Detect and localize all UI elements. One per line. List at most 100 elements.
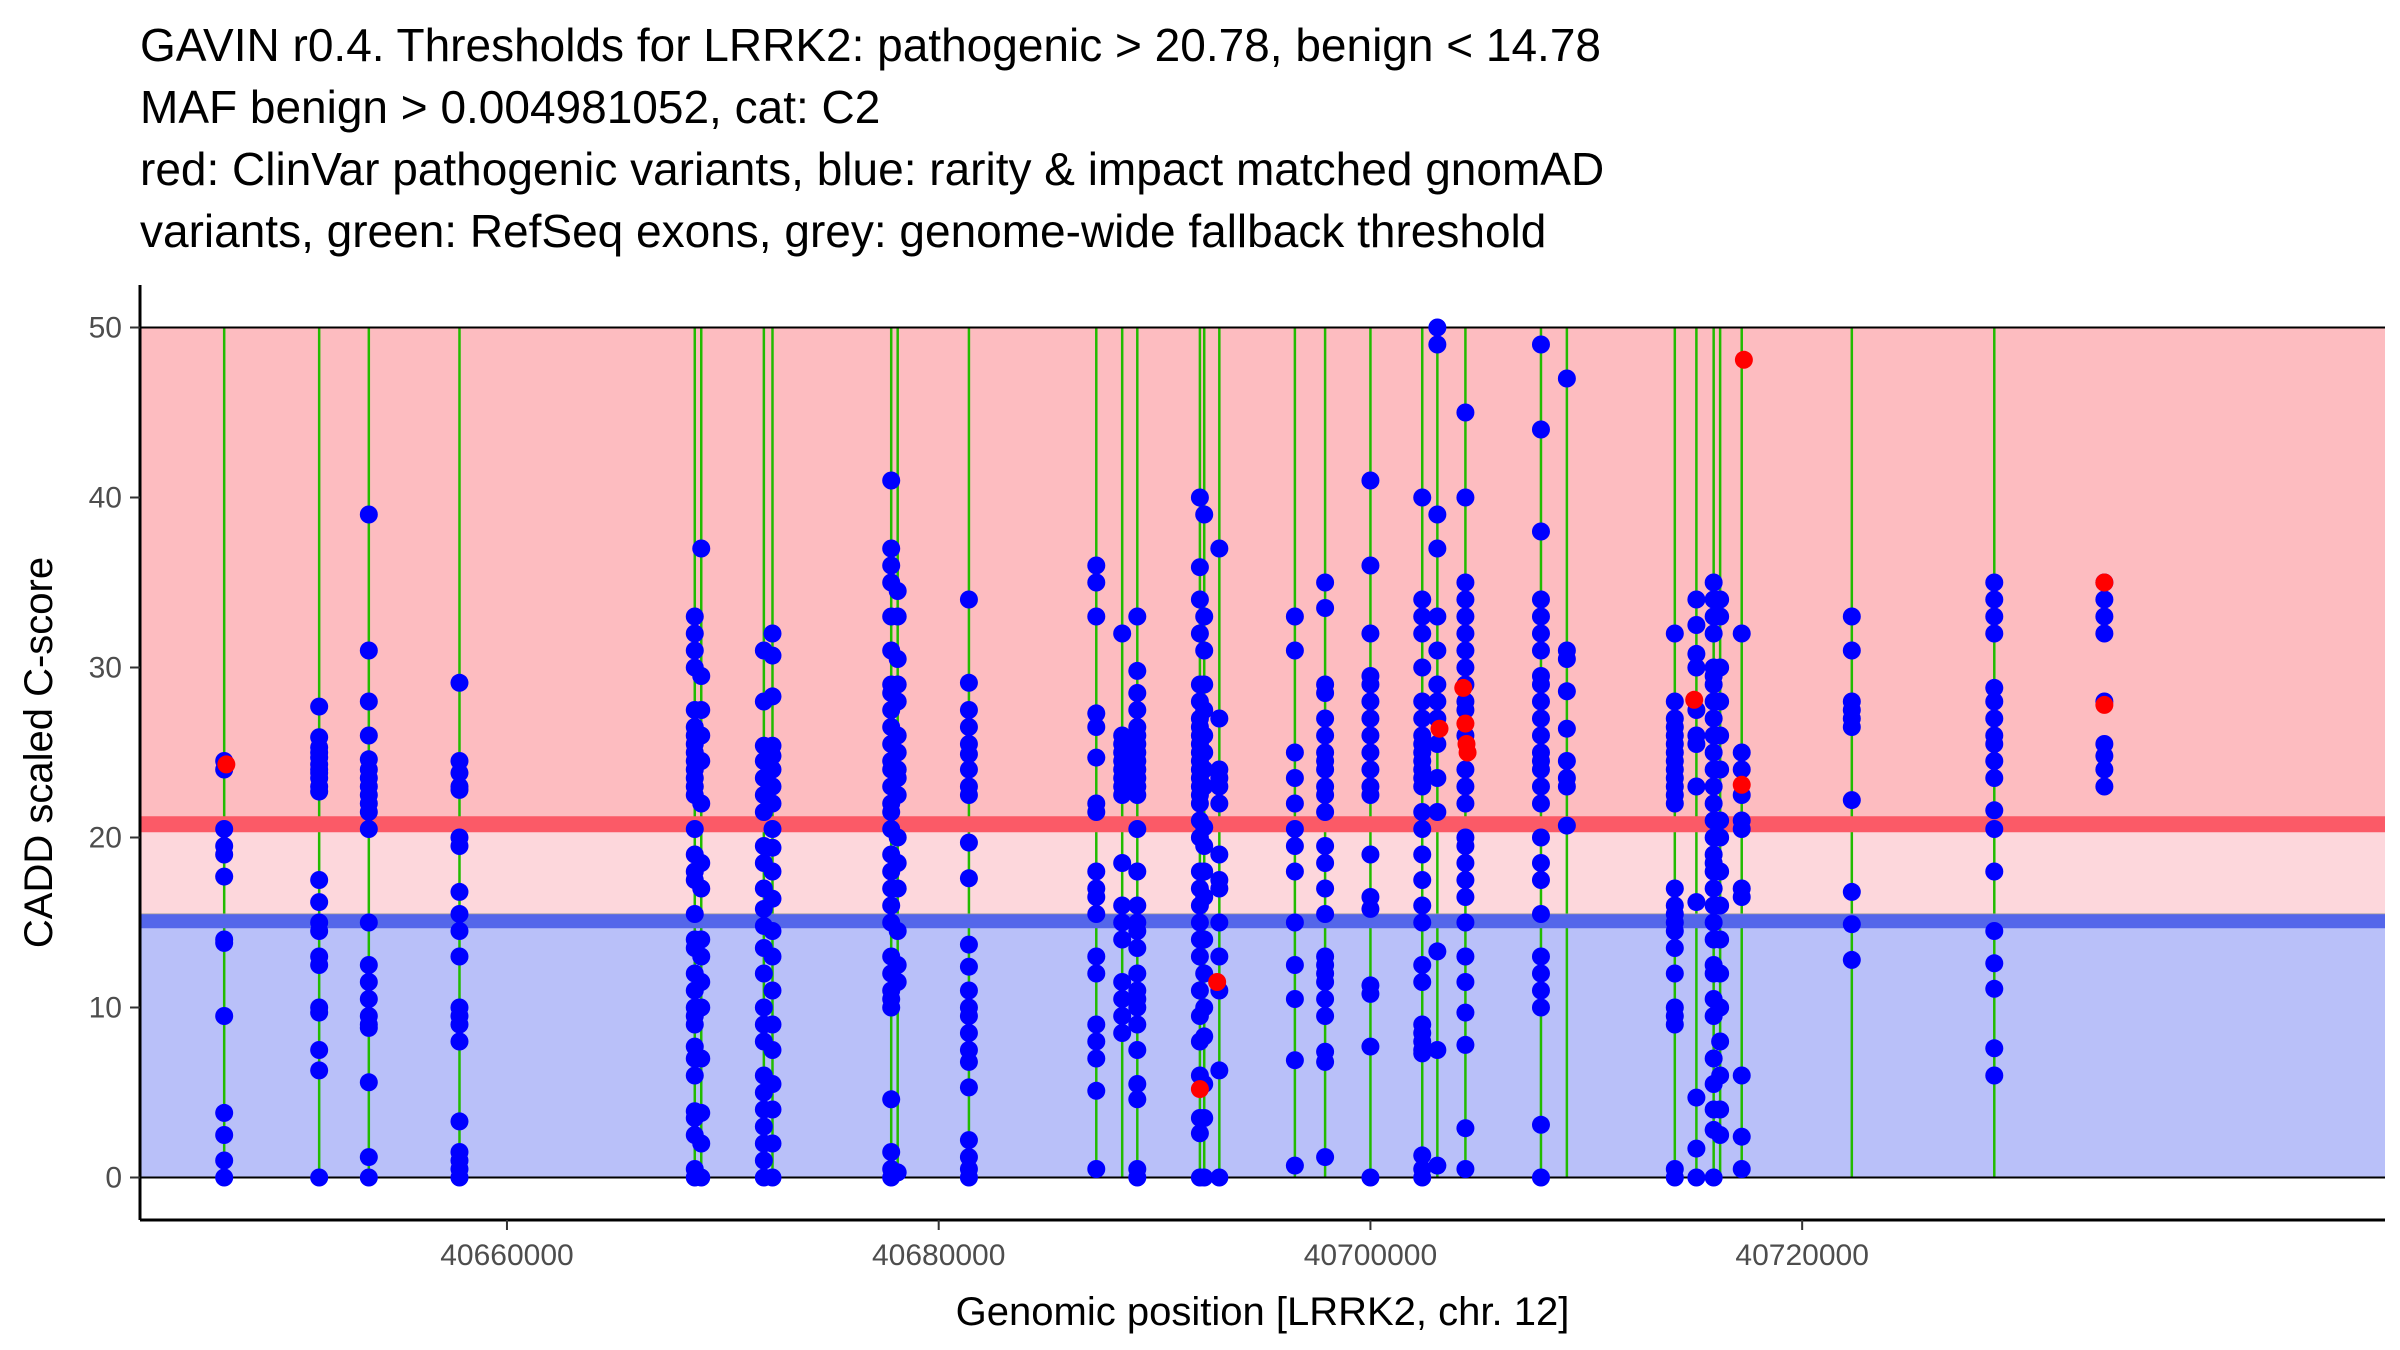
gnomad-point [1732,1127,1751,1146]
gnomad-point [1531,675,1550,694]
gnomad-point [1195,998,1214,1017]
gnomad-point [1665,692,1684,711]
gnomad-point [1190,981,1209,1000]
gnomad-point [359,913,378,932]
gnomad-point [1687,893,1706,912]
pathogenic-zone [140,327,2385,825]
gnomad-point [1531,641,1550,660]
gnomad-point [1087,862,1106,881]
gnomad-point [1711,1126,1730,1144]
gnomad-point [1665,879,1684,898]
gnomad-point [1456,854,1475,872]
gnomad-point [1413,913,1432,932]
gnomad-point [310,1061,329,1080]
gnomad-point [1704,624,1723,643]
gnomad-point [1985,692,2004,711]
gnomad-point [1413,845,1432,864]
gnomad-point [1711,964,1730,983]
gnomad-point [959,1052,978,1071]
gnomad-point [1428,942,1447,961]
clinvar-point [1685,690,1704,709]
gnomad-point [1687,644,1706,663]
gnomad-point [1456,573,1475,592]
gnomad-point [1361,899,1380,918]
gnomad-point [1413,488,1432,507]
gnomad-point [1456,624,1475,643]
gnomad-point [2095,777,2114,796]
gnomad-point [1190,1124,1209,1143]
gnomad-point [1113,990,1132,1008]
gnomad-point [692,1134,711,1153]
gnomad-point [1128,820,1147,838]
gnomad-point [888,786,907,804]
gnomad-point [1087,803,1106,821]
gnomad-point [1531,1115,1550,1134]
gnomad-point [888,1163,907,1182]
gnomad-point [1428,335,1447,354]
gnomad-point [959,786,978,804]
gnomad-point [763,624,782,643]
gnomad-point [959,1078,978,1097]
gnomad-point [1210,794,1229,813]
gnomad-point [1195,818,1214,837]
gnomad-point [1985,1039,2004,1058]
gnomad-point [1128,661,1147,680]
gnomad-point [1316,854,1335,872]
gnomad-point [1361,709,1380,728]
gnomad-point [359,505,378,524]
gnomad-point [888,743,907,762]
gnomad-point [1704,913,1723,932]
gnomad-point [215,867,234,886]
gnomad-point [1456,888,1475,906]
gnomad-point [959,673,978,692]
gnomad-point [215,1103,234,1122]
gnomad-point [1087,748,1106,767]
uncertain-zone [140,824,2385,927]
gnomad-point [882,556,901,575]
threshold-zones [140,327,2385,1178]
gnomad-point [359,956,378,974]
gnomad-point [450,837,469,855]
gnomad-point [1285,743,1304,762]
clinvar-point [1732,775,1751,794]
gnomad-point [450,1032,469,1051]
gnomad-point [1711,998,1730,1017]
gnomad-point [1413,777,1432,796]
gnomad-point [1665,624,1684,643]
gnomad-point [882,896,901,915]
gnomad-point [1285,913,1304,932]
gnomad-point [1087,1049,1106,1068]
gnomad-point [763,794,782,813]
gnomad-point [1704,777,1723,796]
gnomad-point [1985,607,2004,626]
gnomad-point [1428,641,1447,660]
gnomad-point [1711,1032,1730,1051]
gnomad-point [692,752,711,770]
gnomad-point [450,922,469,940]
x-tick-label: 40700000 [1304,1239,1437,1272]
gnomad-point [1361,675,1380,694]
gnomad-point [1985,922,2004,940]
gnomad-point [1428,318,1447,337]
gnomad-point [763,838,782,857]
gnomad-point [959,745,978,764]
gnomad-point [1428,803,1447,821]
gnomad-point [1285,956,1304,974]
gnomad-point [1316,879,1335,898]
gnomad-point [1413,1168,1432,1187]
gnomad-point [888,879,907,898]
gnomad-point [1704,1049,1723,1068]
gnomad-point [1456,1119,1475,1138]
gnomad-point [1531,981,1550,1000]
gnomad-point [692,1168,711,1187]
gnomad-point [1210,1168,1229,1187]
gnomad-point [763,746,782,765]
gnomad-point [1285,990,1304,1008]
gnomad-point [763,777,782,796]
gnomad-point [763,1100,782,1119]
gnomad-point [1711,607,1730,626]
gnomad-point [450,947,469,966]
gnomad-point [1985,678,2004,697]
gnomad-point [1732,624,1751,643]
gnomad-point [215,1007,234,1025]
